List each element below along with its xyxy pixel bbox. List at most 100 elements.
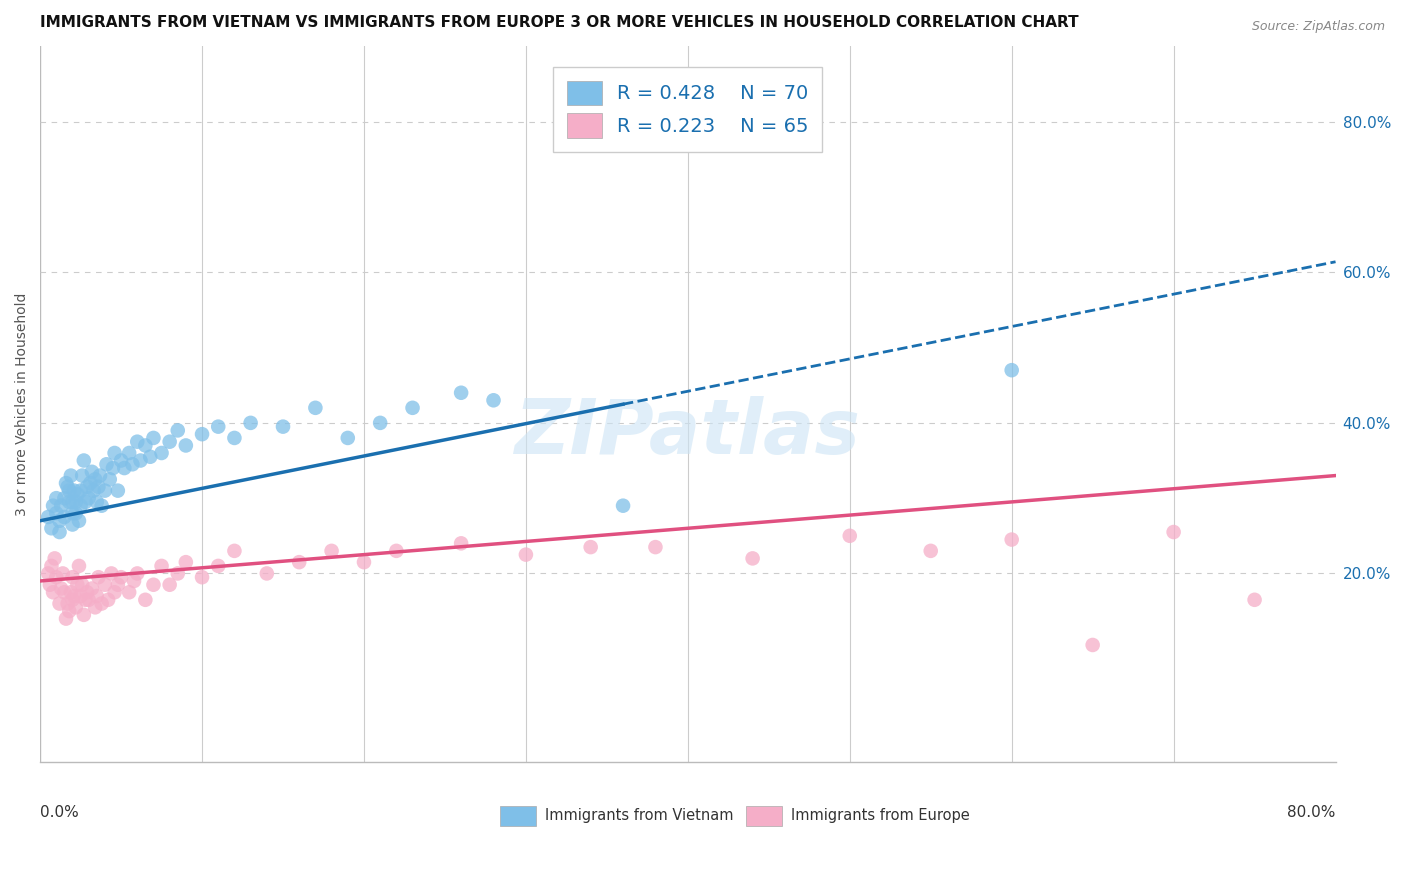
Point	[104, 446, 127, 460]
Point	[112, 461, 135, 475]
Point	[110, 570, 132, 584]
Point	[62, 570, 84, 584]
Point	[77, 592, 100, 607]
Point	[37, 566, 59, 581]
Point	[62, 495, 84, 509]
Point	[100, 566, 122, 581]
Point	[104, 585, 127, 599]
Point	[67, 558, 90, 573]
Point	[142, 578, 165, 592]
Point	[48, 514, 70, 528]
Point	[191, 427, 214, 442]
Point	[450, 536, 472, 550]
Text: 80.0%: 80.0%	[1286, 805, 1336, 820]
Point	[191, 570, 214, 584]
Point	[174, 438, 197, 452]
Point	[304, 401, 326, 415]
Point	[73, 453, 96, 467]
Point	[207, 558, 229, 573]
Point	[79, 476, 101, 491]
Point	[66, 487, 89, 501]
Point	[89, 468, 111, 483]
Point	[482, 393, 505, 408]
Point	[288, 555, 311, 569]
Point	[58, 483, 80, 498]
Point	[84, 472, 107, 486]
Point	[58, 604, 80, 618]
Point	[86, 495, 108, 509]
Point	[159, 434, 181, 449]
Point	[62, 506, 84, 520]
Point	[90, 499, 112, 513]
Point	[139, 450, 162, 464]
Point	[87, 480, 110, 494]
Point	[321, 544, 343, 558]
Point	[52, 566, 75, 581]
Point	[41, 521, 63, 535]
Point	[134, 592, 156, 607]
Point	[77, 491, 100, 505]
Point	[118, 446, 141, 460]
Point	[107, 483, 129, 498]
Point	[67, 514, 90, 528]
Point	[75, 592, 97, 607]
Point	[121, 457, 143, 471]
Point	[66, 578, 89, 592]
Point	[127, 434, 149, 449]
Point	[90, 597, 112, 611]
Point	[450, 385, 472, 400]
Point	[84, 600, 107, 615]
Point	[45, 491, 67, 505]
Point	[129, 453, 152, 467]
Point	[741, 551, 763, 566]
Point	[62, 517, 84, 532]
Point	[73, 607, 96, 622]
Point	[838, 529, 860, 543]
FancyBboxPatch shape	[747, 806, 782, 826]
Point	[515, 548, 537, 562]
Point	[224, 431, 246, 445]
Point	[65, 506, 87, 520]
Point	[207, 419, 229, 434]
Point	[127, 566, 149, 581]
Point	[45, 570, 67, 584]
Point	[53, 585, 76, 599]
Point	[353, 555, 375, 569]
Text: Immigrants from Vietnam: Immigrants from Vietnam	[546, 808, 734, 822]
Y-axis label: 3 or more Vehicles in Household: 3 or more Vehicles in Household	[15, 293, 30, 516]
Point	[56, 480, 79, 494]
Point	[239, 416, 262, 430]
Point	[48, 524, 70, 539]
Point	[42, 499, 65, 513]
Point	[76, 480, 98, 494]
Point	[107, 578, 129, 592]
Point	[69, 589, 91, 603]
Point	[644, 540, 666, 554]
Point	[159, 578, 181, 592]
Point	[142, 431, 165, 445]
Point	[166, 566, 188, 581]
Point	[69, 499, 91, 513]
Point	[48, 597, 70, 611]
Text: Source: ZipAtlas.com: Source: ZipAtlas.com	[1251, 20, 1385, 33]
Point	[256, 566, 278, 581]
Point	[1163, 524, 1185, 539]
Point	[59, 468, 82, 483]
Point	[1001, 363, 1024, 377]
Point	[98, 472, 121, 486]
Point	[174, 555, 197, 569]
Point	[224, 544, 246, 558]
Point	[96, 457, 118, 471]
Point	[65, 495, 87, 509]
Text: ZIPatlas: ZIPatlas	[515, 396, 860, 470]
Point	[110, 453, 132, 467]
Point	[612, 499, 634, 513]
Point	[59, 585, 82, 599]
Point	[83, 483, 105, 498]
Point	[87, 570, 110, 584]
Text: 0.0%: 0.0%	[41, 805, 79, 820]
Text: IMMIGRANTS FROM VIETNAM VS IMMIGRANTS FROM EUROPE 3 OR MORE VEHICLES IN HOUSEHOL: IMMIGRANTS FROM VIETNAM VS IMMIGRANTS FR…	[41, 15, 1078, 30]
Point	[55, 476, 77, 491]
Point	[101, 461, 124, 475]
Point	[76, 585, 98, 599]
